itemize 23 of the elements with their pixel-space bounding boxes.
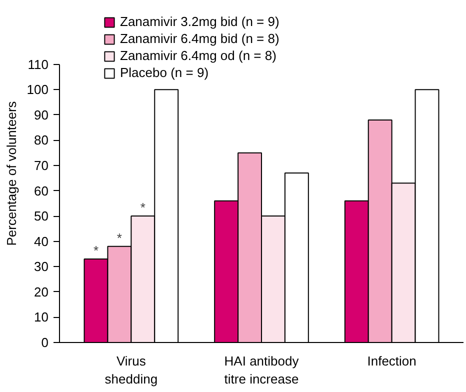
y-tick-label: 90 <box>34 107 49 122</box>
y-tick-label: 50 <box>34 208 49 224</box>
y-tick-label: 110 <box>28 56 49 72</box>
x-tick-label: HAI antibody titre increase <box>224 354 300 386</box>
y-tick-label: 0 <box>41 335 49 350</box>
y-tick-label: 40 <box>34 234 49 249</box>
y-tick-label: 60 <box>34 183 49 198</box>
annotation: * <box>93 243 99 258</box>
y-tick-label: 80 <box>34 132 49 148</box>
annotation: * <box>116 230 122 246</box>
y-tick-label: 30 <box>34 259 49 274</box>
y-tick-label: 10 <box>34 310 49 325</box>
y-axis-title: Percentage of volunteers <box>4 100 19 246</box>
legend-label: Zanamivir 3.2mg bid (n = 9) <box>120 14 280 29</box>
legend-label: Placebo (n = 9) <box>120 65 209 80</box>
y-tick-label: 20 <box>34 284 49 300</box>
y-tick-label: 70 <box>34 158 49 173</box>
x-tick-label: Infection <box>367 354 416 368</box>
y-tick-label: 100 <box>26 82 49 98</box>
annotation: * <box>140 200 146 216</box>
legend-label: Zanamivir 6.4mg bid (n = 8) <box>120 31 280 46</box>
x-tick-label: Virus shedding <box>104 354 158 386</box>
legend-label: Zanamivir 6.4mg od (n = 8) <box>120 48 276 63</box>
